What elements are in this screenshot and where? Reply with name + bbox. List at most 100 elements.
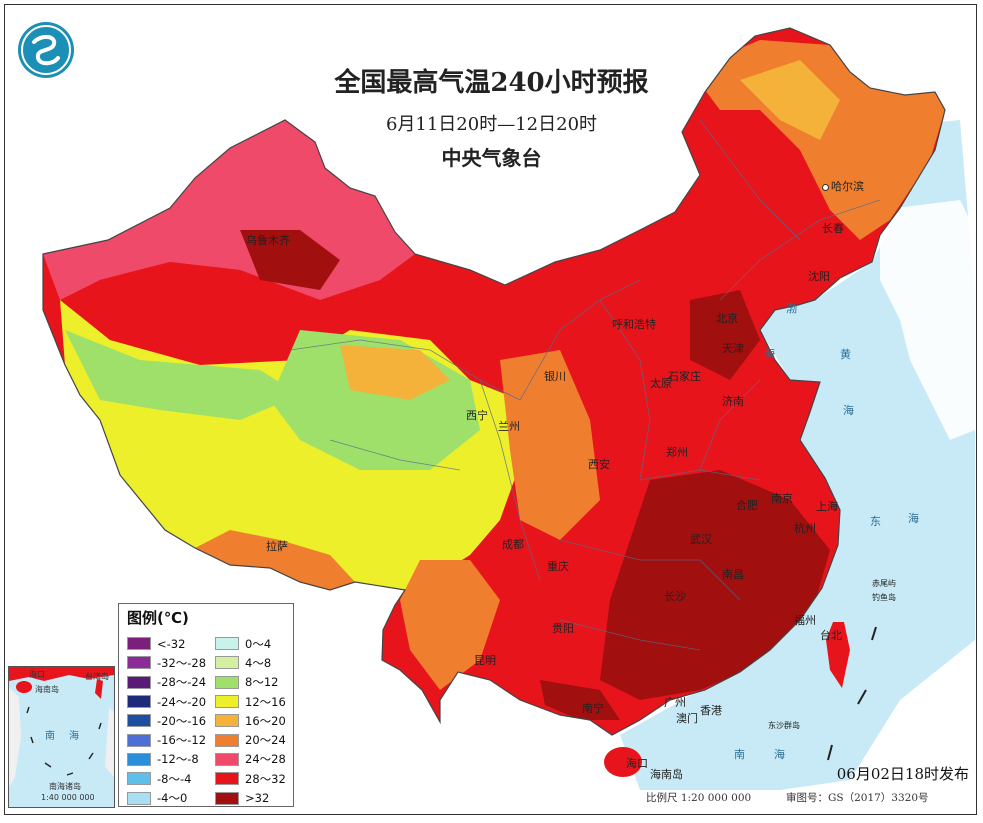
legend-item: >32: [215, 788, 286, 807]
city-label: 杭州: [794, 522, 816, 535]
legend-panel: 图例(℃) <-32 -32～-28 -28～-24 -24～-20 -20～-16 -1…: [118, 603, 294, 807]
legend-item: -16～-12: [127, 730, 206, 749]
legend-swatch: [215, 733, 239, 747]
legend-item: -8～-4: [127, 769, 206, 788]
city-label: 哈尔滨: [822, 178, 864, 194]
legend-label: -20～-16: [157, 713, 207, 728]
city-label: 澳门: [676, 712, 698, 725]
city-label: 武汉: [690, 533, 712, 546]
inset-scale: 1:40 000 000: [41, 793, 95, 802]
inset-label: 南海诸岛: [49, 782, 81, 791]
legend-swatch: [127, 772, 151, 786]
hainan-island: [604, 747, 642, 777]
city-label: 成都: [502, 538, 524, 551]
city-label: 福州: [794, 614, 816, 627]
legend-label: -12～-8: [157, 752, 199, 767]
legend-item: -12～-8: [127, 750, 206, 769]
legend-item: -32～-28: [127, 653, 206, 672]
legend-label: 24～28: [245, 752, 286, 767]
inset-label: 台湾岛: [85, 672, 109, 681]
city-label: 西宁: [466, 409, 488, 422]
island-label: 钓鱼岛: [872, 593, 896, 602]
scale-label: 比例尺 1:20 000 000: [646, 792, 752, 804]
city-label: 南宁: [582, 702, 604, 715]
city-label: 长沙: [664, 590, 686, 603]
legend-label: 4～8: [245, 655, 272, 670]
city-label: 北京: [716, 312, 738, 325]
legend-column-cold: <-32 -32～-28 -28～-24 -24～-20 -20～-16 -16～-12 -…: [127, 634, 206, 808]
inset-map: [9, 667, 114, 787]
legend-label: <-32: [157, 636, 186, 651]
legend-swatch: [127, 752, 151, 766]
legend-label: -8～-4: [157, 771, 192, 786]
city-label: 沈阳: [808, 270, 830, 283]
inset-label: 海南岛: [35, 685, 59, 694]
legend-item: -4～0: [127, 788, 206, 807]
legend-item: -20～-16: [127, 711, 206, 730]
agency-name: 中央气象台: [441, 146, 542, 170]
legend-label: -24～-20: [157, 694, 207, 709]
sea-label: 海: [764, 347, 775, 360]
legend-swatch: [127, 695, 151, 709]
legend-item: 0～4: [215, 634, 286, 653]
sea-label: 南: [734, 748, 745, 761]
legend-label: 0～4: [245, 636, 272, 651]
sea-label: 渤: [786, 302, 797, 315]
legend-title: 图例(℃): [127, 609, 189, 627]
legend-label: 12～16: [245, 694, 286, 709]
legend-label: -4～0: [157, 791, 188, 806]
legend-item: <-32: [127, 634, 206, 653]
legend-swatch: [215, 791, 239, 805]
legend-column-warm: 0～4 4～8 8～12 12～16 16～20 20～24 24～28 28～32 >32: [215, 634, 286, 808]
city-label: 贵阳: [552, 622, 574, 635]
city-label: 天津: [722, 342, 744, 355]
city-label: 海口: [626, 757, 648, 770]
city-label: 银川: [544, 370, 566, 383]
sea-label: 海: [908, 512, 919, 525]
legend-label: -28～-24: [157, 675, 207, 690]
legend-swatch: [127, 791, 151, 805]
legend-swatch: [215, 752, 239, 766]
city-label: 太原: [650, 377, 672, 390]
city-label: 济南: [722, 395, 744, 408]
legend-swatch: [127, 733, 151, 747]
city-label: 南昌: [722, 568, 744, 581]
legend-item: 8～12: [215, 673, 286, 692]
city-label: 西安: [588, 458, 610, 471]
publish-time: 06月02日18时发布: [836, 765, 969, 783]
sea-label: 海: [774, 748, 785, 761]
legend-swatch: [215, 637, 239, 651]
inset-label: 南: [45, 731, 55, 742]
legend-swatch: [215, 772, 239, 786]
legend-label: 20～24: [245, 733, 286, 748]
island-label: 东沙群岛: [768, 721, 800, 730]
legend-swatch: [215, 675, 239, 689]
map-review-number: 审图号：GS（2017）3320号: [786, 792, 929, 804]
island-label: 赤尾屿: [872, 579, 896, 588]
legend-item: 16～20: [215, 711, 286, 730]
legend-swatch: [127, 656, 151, 670]
legend-label: 16～20: [245, 713, 286, 728]
legend-swatch: [127, 714, 151, 728]
taiwan-island: [826, 622, 850, 688]
city-label: 合肥: [736, 499, 758, 512]
legend-item: 20～24: [215, 730, 286, 749]
inset-label: 海口: [29, 670, 45, 679]
city-label: 昆明: [474, 654, 496, 667]
legend-label: -32～-28: [157, 655, 207, 670]
sea-label: 海: [843, 404, 854, 417]
cma-logo-icon: [18, 22, 74, 78]
legend-label: 8～12: [245, 675, 279, 690]
sea-label: 东: [870, 515, 881, 528]
city-label: 拉萨: [266, 540, 288, 553]
legend-item: -24～-20: [127, 692, 206, 711]
legend-label: 28～32: [245, 771, 286, 786]
map-title: 全国最高气温240小时预报: [334, 68, 649, 98]
boundary-mark: [857, 689, 867, 705]
boundary-mark: [827, 744, 833, 761]
legend-item: -28～-24: [127, 673, 206, 692]
city-label: 兰州: [498, 420, 520, 433]
boundary-mark: [871, 626, 877, 641]
city-label: 重庆: [547, 560, 569, 573]
city-label: 长春: [822, 222, 844, 235]
